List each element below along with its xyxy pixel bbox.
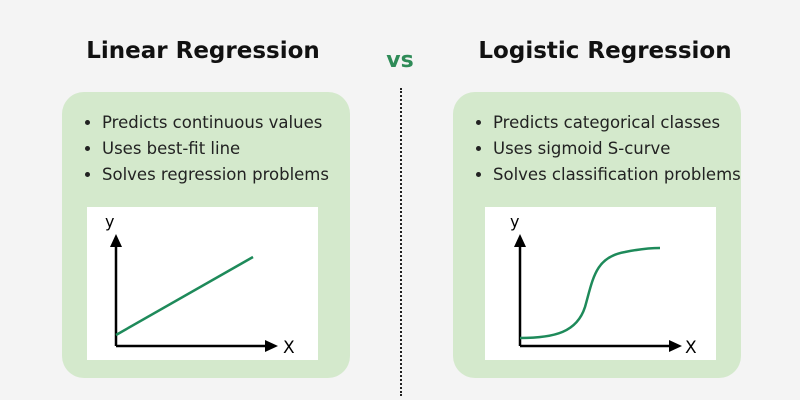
- logistic-regression-title: Logistic Regression: [478, 38, 732, 64]
- bullet: Predicts categorical classes: [493, 110, 741, 136]
- y-arrow-icon: [110, 234, 122, 247]
- x-arrow-icon: [669, 340, 682, 352]
- bullet: Solves regression problems: [102, 162, 329, 188]
- bullet: Solves classification problems: [493, 162, 741, 188]
- logistic-plot: y X: [485, 207, 716, 360]
- sigmoid-curve: [519, 246, 661, 340]
- linear-plot-svg: y X: [105, 212, 295, 358]
- logistic-plot-svg: y X: [510, 212, 697, 358]
- bullet: Predicts continuous values: [102, 110, 329, 136]
- linear-card: Predicts continuous values Uses best-fit…: [62, 92, 350, 378]
- y-axis-label: y: [105, 212, 114, 231]
- x-arrow-icon: [265, 340, 278, 352]
- linear-bullets: Predicts continuous values Uses best-fit…: [62, 110, 329, 188]
- logistic-card: Predicts categorical classes Uses sigmoi…: [453, 92, 741, 378]
- bullet: Uses best-fit line: [102, 136, 329, 162]
- x-axis-label: X: [685, 338, 697, 358]
- linear-regression-title: Linear Regression: [86, 38, 320, 64]
- divider: [400, 88, 402, 396]
- vs-label: vs: [386, 48, 414, 73]
- y-axis-label: y: [510, 212, 519, 231]
- bullet: Uses sigmoid S-curve: [493, 136, 741, 162]
- linear-plot: y X: [87, 207, 318, 360]
- best-fit-line: [115, 255, 254, 337]
- logistic-bullets: Predicts categorical classes Uses sigmoi…: [453, 110, 741, 188]
- y-arrow-icon: [514, 234, 526, 247]
- x-axis-label: X: [283, 338, 295, 358]
